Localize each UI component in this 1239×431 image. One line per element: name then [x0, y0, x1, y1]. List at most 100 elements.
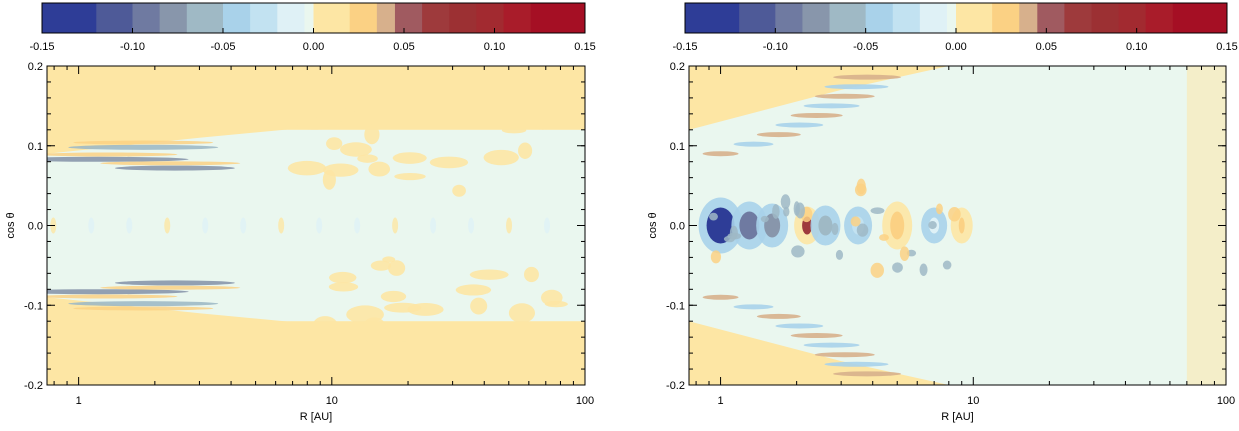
colorbar-segment: [865, 3, 894, 33]
surface-stripe: [756, 313, 801, 319]
colorbar-segment: [775, 3, 803, 33]
colorbar-segment: [1145, 3, 1174, 33]
colorbar-tick-label: 0.05: [393, 41, 414, 53]
colorbar-tick-label: 0.05: [1036, 41, 1057, 53]
colorbar-segment: [304, 3, 314, 33]
scattered-blob: [709, 212, 718, 221]
y-tick-label: -0.2: [666, 380, 685, 392]
scattered-blob: [727, 232, 742, 240]
warm-patch: [357, 154, 378, 163]
surface-stripe: [47, 152, 178, 157]
surface-stripe: [814, 352, 875, 358]
warm-patch: [296, 117, 333, 130]
colorbar-segment: [476, 3, 505, 33]
y-axis-label: cos θ: [5, 212, 17, 238]
surface-stripe: [775, 122, 824, 128]
surface-stripe: [790, 333, 843, 339]
colorbar-tick-label: -0.10: [120, 41, 145, 53]
scattered-blob: [919, 263, 928, 276]
colorbar-segment: [530, 3, 586, 33]
colorbar-tick-label: 0.00: [303, 41, 324, 53]
x-tick-label: 10: [326, 395, 338, 407]
warm-patch: [391, 326, 416, 342]
y-tick-label: 0.0: [28, 221, 43, 233]
surface-stripe: [803, 103, 860, 109]
x-tick-label: 100: [576, 395, 594, 407]
midplane-feature: [468, 217, 475, 234]
scattered-blob: [783, 206, 790, 217]
colorbar-tick-label: 0.10: [1126, 41, 1147, 53]
surface-stripe: [47, 156, 189, 162]
y-tick-label: 0.2: [28, 61, 43, 73]
colorbar-segment: [277, 3, 305, 33]
colorbar-tick-label: -0.05: [853, 41, 878, 53]
scattered-blob: [892, 262, 903, 273]
midplane-feature: [126, 217, 133, 234]
panel-left: -0.15 -0.10 -0.05 0.00 0.05 0.10 0.15 -0.2 -0.1 0…: [5, 2, 596, 423]
colorbar-segment: [829, 3, 867, 33]
colorbar-tick-label: 0.15: [574, 41, 595, 53]
warm-patch: [329, 271, 357, 284]
warm-patch: [429, 156, 469, 169]
surface-stripe: [824, 84, 889, 90]
colorbar-segment: [349, 3, 378, 33]
midplane-feature: [240, 217, 247, 234]
midplane-feature: [164, 217, 171, 234]
scattered-blob: [772, 204, 780, 219]
midplane-feature: [316, 217, 323, 234]
warm-patch: [340, 142, 372, 157]
y-tick-label: 0.1: [28, 141, 43, 153]
wedge-lower: [689, 321, 949, 385]
warm-patch: [470, 297, 488, 315]
warm-patch: [318, 108, 358, 122]
colorbar-segment: [250, 3, 278, 33]
surface-stripe: [803, 342, 860, 348]
scattered-blob: [870, 262, 884, 278]
colorbar-right: -0.15 -0.10 -0.05 0.00 0.05 0.10 0.15: [672, 2, 1238, 53]
colorbar-tick-label: 0.15: [1216, 41, 1237, 53]
scattered-blob: [899, 246, 910, 261]
heatmap-left: [47, 66, 585, 385]
warm-patch: [364, 124, 380, 145]
warm-patch: [508, 303, 535, 323]
colorbar-left: -0.15 -0.10 -0.05 0.00 0.05 0.10 0.15: [29, 2, 596, 53]
warm-patch: [370, 260, 392, 271]
scattered-blob: [835, 249, 844, 260]
colorbar-segment: [132, 3, 161, 33]
colorbar-segment: [422, 3, 450, 33]
heatmap-right: [689, 66, 1226, 385]
surface-stripe: [114, 280, 235, 286]
scattered-blob: [948, 207, 961, 222]
midplane-feature: [392, 217, 399, 234]
x-tick-label: 1: [76, 395, 82, 407]
colorbar-segment: [1091, 3, 1120, 33]
colorbar-segment: [159, 3, 188, 33]
scattered-blob: [935, 203, 943, 215]
scattered-blob: [856, 223, 869, 237]
colorbar-segment: [96, 3, 133, 33]
x-tick-label: 100: [1217, 395, 1235, 407]
warm-patch: [518, 142, 533, 159]
warm-patch: [469, 269, 509, 280]
y-tick-label: -0.1: [24, 300, 43, 312]
colorbar-segment: [685, 3, 740, 33]
colorbar-segment: [1037, 3, 1065, 33]
colorbar-segment: [1172, 3, 1228, 33]
scattered-blob: [856, 178, 866, 195]
surface-stripe: [68, 301, 219, 307]
surface-stripe: [68, 144, 219, 150]
surface-stripe: [756, 132, 801, 138]
y-axis-label: cos θ: [647, 212, 659, 238]
scattered-blob: [879, 234, 889, 241]
y-tick-label: 0.1: [670, 141, 685, 153]
colorbar-tick-label: 0.00: [945, 41, 966, 53]
warm-patch: [524, 266, 539, 283]
scattered-blob: [710, 250, 722, 264]
surface-stripe: [114, 165, 235, 171]
surface-stripe: [73, 306, 214, 311]
scattered-blob: [850, 216, 861, 227]
colorbar-segment: [376, 3, 396, 33]
colorbar-segment: [503, 3, 532, 33]
colorbar-segment: [919, 3, 948, 33]
warm-patch: [394, 172, 426, 181]
